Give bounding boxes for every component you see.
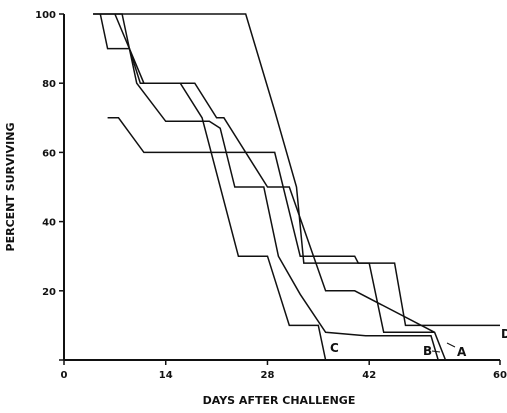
y-tick-label: 100 (35, 10, 56, 21)
series-label-b: B (423, 344, 432, 358)
series-label-c: C (330, 341, 339, 355)
series-label-d: D (501, 327, 507, 341)
y-tick-label: 20 (42, 287, 56, 298)
x-tick-label: 28 (261, 370, 275, 381)
series-label-b-pointer (431, 350, 441, 353)
series-line-a (114, 13, 447, 361)
y-tick-label: 40 (42, 218, 56, 229)
y-tick-label: 80 (42, 79, 56, 90)
y-tick-label: 60 (42, 148, 56, 159)
axis-layer (63, 14, 500, 361)
y-axis-label: PERCENT SURVIVING (4, 123, 17, 252)
x-tick-label: 14 (159, 370, 173, 381)
tick-layer: 0 14 28 42 60 20 40 60 80 100 (35, 10, 507, 381)
x-tick-label: 42 (362, 370, 376, 381)
x-axis-label: DAYS AFTER CHALLENGE (203, 394, 356, 407)
series-line-unlabeled-4 (93, 13, 435, 334)
series-layer (93, 13, 500, 361)
series-label-a: A (457, 345, 467, 359)
series-line-b (93, 13, 439, 361)
series-line-d (107, 117, 500, 327)
x-tick-label: 0 (61, 370, 68, 381)
series-label-a-pointer (446, 342, 456, 348)
x-tick-label: 60 (493, 370, 507, 381)
